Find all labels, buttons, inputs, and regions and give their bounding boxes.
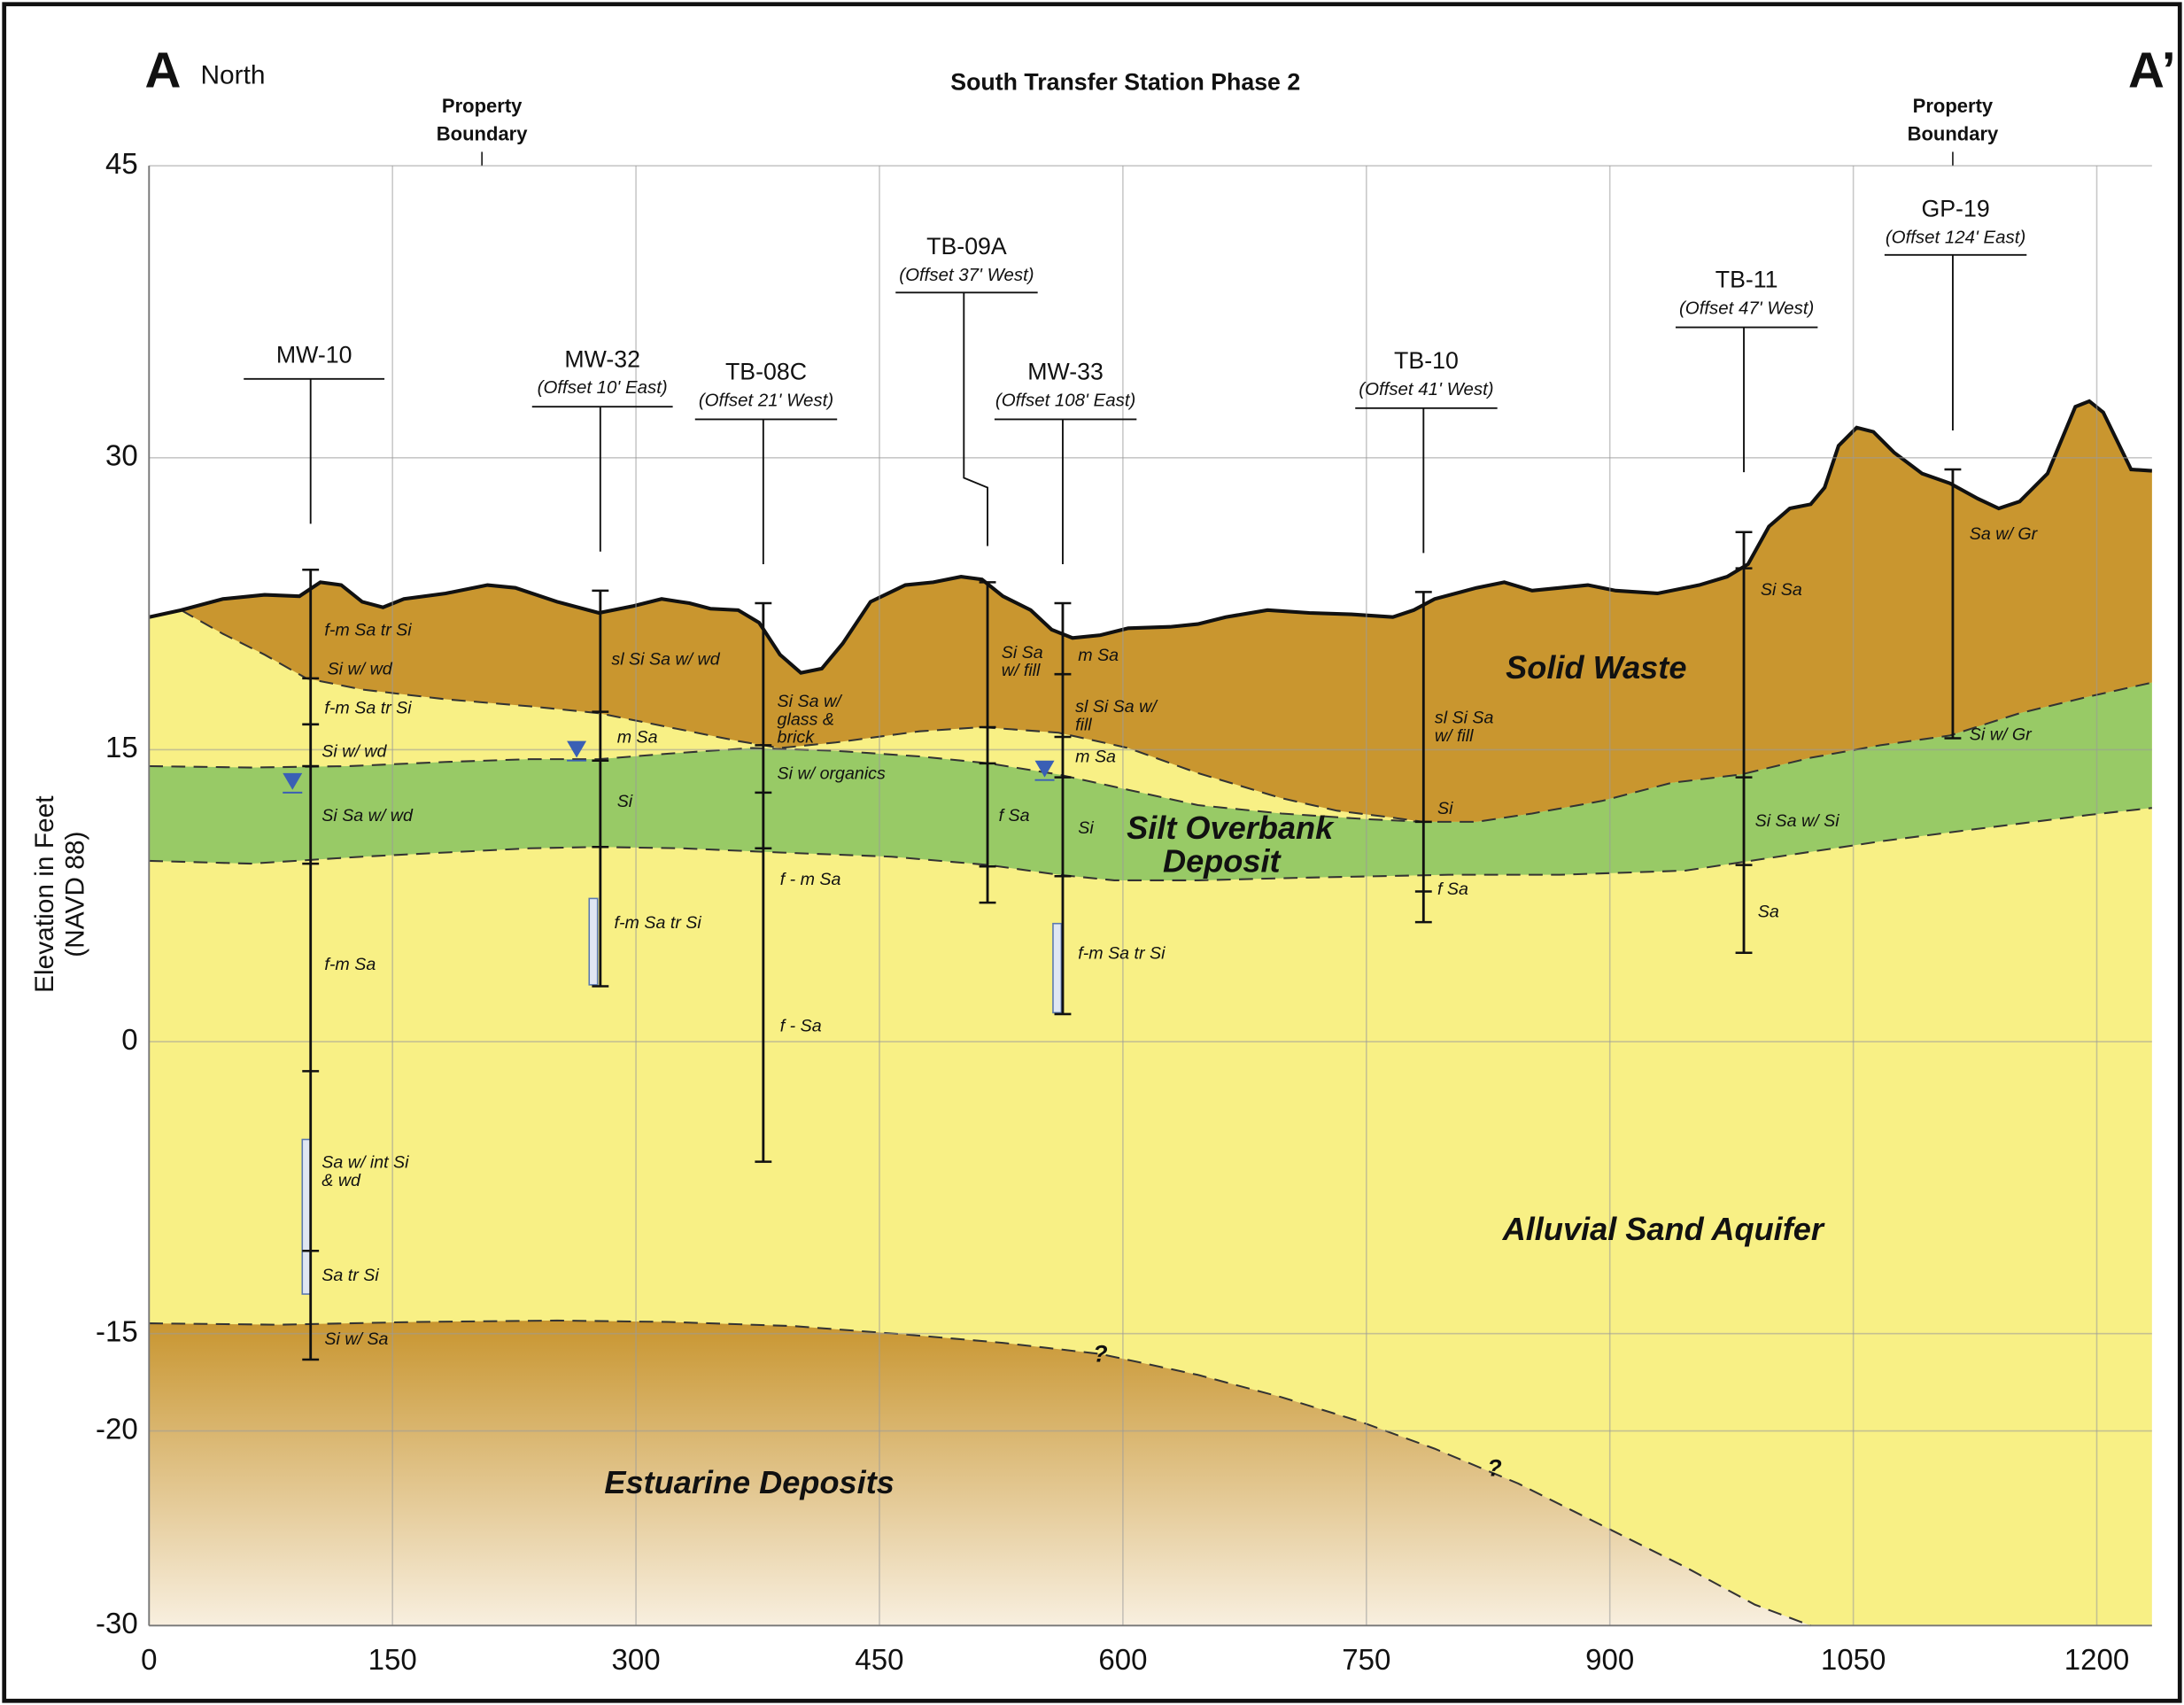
- lithology-label: Si w/ Sa: [324, 1329, 388, 1349]
- boring-offset: (Offset 124' East): [1886, 227, 2025, 247]
- boring-name: GP-19: [1921, 196, 1989, 222]
- well-screen: [1053, 924, 1061, 1013]
- boring-name: MW-33: [1027, 359, 1104, 385]
- lithology-label: f Sa: [1437, 880, 1468, 899]
- lithology-label: glass &: [778, 709, 834, 729]
- boring-name: TB-08C: [725, 359, 807, 385]
- boring-name: TB-11: [1715, 267, 1778, 293]
- property-boundary: Boundary: [437, 122, 528, 144]
- lithology-label: f-m Sa tr Si: [324, 621, 412, 640]
- lithology-label: f - Sa: [780, 1016, 822, 1035]
- lithology-label: m Sa: [1078, 646, 1119, 665]
- y-tick-label: 0: [121, 1023, 137, 1056]
- unit-label: Silt Overbank: [1127, 810, 1335, 846]
- boring-offset: (Offset 47' West): [1679, 298, 1814, 319]
- x-tick-label: 450: [855, 1643, 903, 1676]
- x-tick-label: 1200: [2064, 1643, 2129, 1676]
- x-tick-label: 1050: [1821, 1643, 1886, 1676]
- boring-name: MW-32: [564, 345, 640, 372]
- well-screen: [589, 898, 597, 985]
- lithology-label: Si w/ wd: [321, 741, 387, 761]
- y-axis-label: (NAVD 88): [60, 832, 89, 957]
- unit-label: Deposit: [1163, 843, 1282, 880]
- x-tick-label: 150: [368, 1643, 417, 1676]
- boring-offset: (Offset 37' West): [899, 265, 1034, 285]
- lithology-label: Sa w/ int Si: [321, 1152, 409, 1172]
- leader-line: [964, 292, 987, 546]
- lithology-label: & wd: [321, 1171, 361, 1190]
- lithology-label: fill: [1075, 716, 1092, 735]
- x-tick-label: 0: [141, 1643, 157, 1676]
- property-boundary: Boundary: [1908, 122, 1999, 144]
- y-tick-label: 30: [105, 439, 138, 472]
- boring-name: TB-09A: [926, 233, 1007, 260]
- title: South Transfer Station Phase 2: [950, 68, 1300, 95]
- x-tick-label: 750: [1342, 1643, 1390, 1676]
- uncertain-mark: ?: [1093, 1340, 1107, 1367]
- property-boundary: Property: [442, 95, 523, 117]
- x-tick-label: 300: [612, 1643, 661, 1676]
- lithology-label: Sa tr Si: [321, 1266, 379, 1285]
- lithology-label: Si Sa w/ wd: [321, 806, 414, 825]
- section-start: A: [145, 42, 182, 97]
- direction: North: [200, 60, 265, 89]
- unit-label: Solid Waste: [1506, 649, 1686, 686]
- lithology-label: Si w/ Gr: [1970, 725, 2033, 745]
- lithology-label: f-m Sa tr Si: [1078, 943, 1166, 963]
- lithology-label: sl Si Sa w/: [1075, 697, 1158, 717]
- boring-offset: (Offset 10' East): [538, 377, 668, 398]
- y-tick-label: -15: [96, 1314, 138, 1347]
- y-axis-label: Elevation in Feet: [30, 795, 59, 993]
- lithology-label: Si: [617, 792, 633, 811]
- lithology-label: Si w/ wd: [328, 660, 393, 679]
- lithology-label: Sa: [1758, 902, 1779, 921]
- lithology-label: brick: [778, 728, 816, 748]
- lithology-label: f Sa: [999, 806, 1030, 825]
- lithology-label: f - m Sa: [780, 870, 841, 889]
- boring-offset: (Offset 41' West): [1359, 379, 1493, 399]
- boring-name: TB-10: [1394, 347, 1459, 374]
- cross-section: A North South Transfer Station Phase 2 A…: [0, 0, 2184, 1705]
- lithology-label: Si Sa: [1761, 580, 1802, 600]
- section-end: A’: [2128, 42, 2175, 97]
- lithology-label: w/ fill: [1435, 726, 1474, 746]
- boring-name: MW-10: [276, 342, 352, 368]
- uncertain-mark: ?: [1487, 1454, 1501, 1481]
- lithology-label: Si Sa w/: [778, 692, 844, 711]
- boring-offset: (Offset 21' West): [699, 390, 833, 410]
- unit-label: Alluvial Sand Aquifer: [1502, 1211, 1825, 1247]
- y-tick-label: -20: [96, 1412, 138, 1445]
- lithology-label: Si Sa: [1002, 643, 1043, 663]
- lithology-label: Si: [1078, 818, 1094, 838]
- x-tick-label: 900: [1585, 1643, 1634, 1676]
- boring-offset: (Offset 108' East): [995, 390, 1135, 410]
- lithology-label: Si w/ organics: [778, 764, 886, 784]
- lithology-label: Sa w/ Gr: [1970, 524, 2039, 544]
- property-boundary: Property: [1913, 95, 1994, 117]
- x-tick-label: 600: [1098, 1643, 1147, 1676]
- lithology-label: f-m Sa tr Si: [324, 699, 412, 718]
- lithology-label: m Sa: [617, 728, 658, 748]
- unit-label: Estuarine Deposits: [604, 1464, 895, 1500]
- lithology-label: f-m Sa: [324, 955, 376, 974]
- lithology-label: sl Si Sa: [1435, 709, 1494, 728]
- lithology-label: f-m Sa tr Si: [615, 913, 702, 933]
- y-tick-label: 45: [105, 147, 138, 180]
- lithology-label: Si: [1437, 799, 1453, 818]
- lithology-label: w/ fill: [1002, 661, 1041, 680]
- y-tick-label: 15: [105, 731, 138, 763]
- lithology-label: m Sa: [1075, 748, 1116, 767]
- y-tick-label: -30: [96, 1607, 138, 1639]
- lithology-label: sl Si Sa w/ wd: [611, 650, 720, 670]
- lithology-label: Si Sa w/ Si: [1755, 811, 1840, 831]
